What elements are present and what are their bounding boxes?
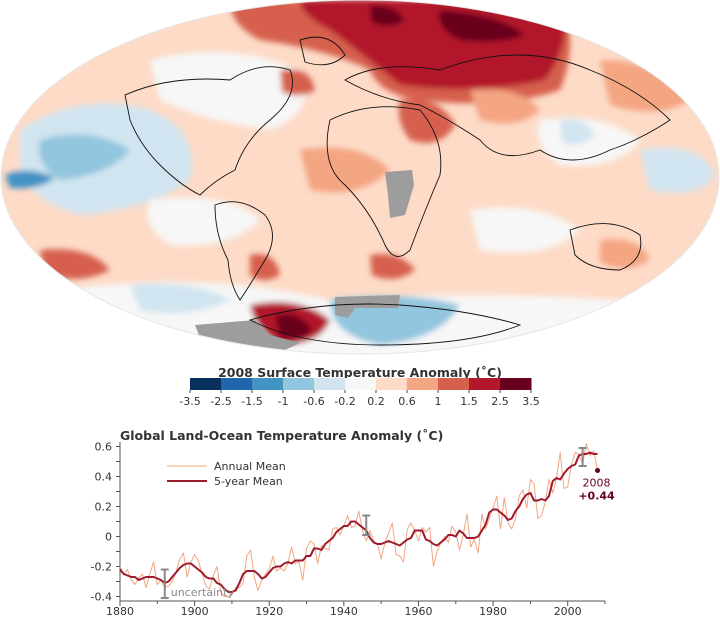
map-region xyxy=(280,69,315,96)
colorbar-tick-label: -1.5 xyxy=(241,395,262,408)
map-region xyxy=(640,147,715,193)
x-tick-label: 1940 xyxy=(330,605,358,617)
map-region xyxy=(560,119,595,145)
map-region xyxy=(330,296,460,345)
map-region xyxy=(600,60,690,112)
legend: Annual Mean 5-year Mean xyxy=(167,460,286,488)
x-tick-label: 1980 xyxy=(479,605,507,617)
temperature-anomaly-map xyxy=(0,0,720,355)
y-tick-label: 0 xyxy=(105,531,112,544)
map-title: 2008 Surface Temperature Anomaly (˚C) xyxy=(218,365,502,380)
map-region xyxy=(147,197,260,246)
y-tick-label: 0.2 xyxy=(95,501,113,514)
colorbar-tick-label: 0.2 xyxy=(367,395,385,408)
map-region xyxy=(470,207,580,253)
map-region xyxy=(250,254,280,280)
colorbar-swatch xyxy=(314,378,346,390)
map-region xyxy=(370,254,415,279)
uncertainty-bar xyxy=(362,514,371,536)
colorbar: -3.5 -2.5 -1.5 -1 -0.6 -0.2 0.2 0.6 1 1.5 2.5 3.5 xyxy=(0,378,720,410)
map-region xyxy=(275,314,312,338)
map-region xyxy=(470,89,540,124)
colorbar-tick-label: 2.5 xyxy=(491,395,509,408)
colorbar-swatch xyxy=(345,378,377,390)
colorbar-swatch xyxy=(190,378,222,390)
x-tick-label: 1960 xyxy=(404,605,432,617)
south-america-outline xyxy=(214,201,273,301)
five-year-mean-line xyxy=(119,451,598,593)
y-tick-label: 0.4 xyxy=(95,471,113,484)
x-tick-label: 1880 xyxy=(106,605,134,617)
no-data-region xyxy=(385,170,414,218)
antarctica-outline xyxy=(248,303,522,346)
colorbar-tick-label: 0.6 xyxy=(398,395,416,408)
colorbar-tick-label: 1.5 xyxy=(460,395,478,408)
map-region xyxy=(5,170,55,189)
temperature-chart: -0.4 -0.2 0 0.2 0.4 0.6 1880 1900 1920 1940 1960 19… xyxy=(0,436,720,619)
chart-title: Global Land-Ocean Temperature Anomaly (˚… xyxy=(120,428,444,443)
colorbar-swatch xyxy=(407,378,439,390)
map-region xyxy=(398,99,455,143)
legend-label-annual: Annual Mean xyxy=(214,460,286,473)
eurasia-outline xyxy=(344,54,671,161)
uncertainty-label: uncertainty xyxy=(171,586,235,599)
map-region xyxy=(300,147,390,193)
map-region xyxy=(40,249,110,279)
colorbar-swatch xyxy=(469,378,501,390)
north-america-outline xyxy=(124,66,293,196)
colorbar-tick-label: -0.6 xyxy=(303,395,324,408)
map-region xyxy=(600,239,650,269)
colorbar-swatch xyxy=(500,378,532,390)
australia-outline xyxy=(569,223,642,271)
colorbar-graphic: -3.5 -2.5 -1.5 -1 -0.6 -0.2 0.2 0.6 1 1.5 2.5 3.5 xyxy=(179,378,540,408)
colorbar-tick-label: -3.5 xyxy=(179,395,200,408)
colorbar-tick-label: 1 xyxy=(435,395,442,408)
colorbar-tick-label: -0.2 xyxy=(334,395,355,408)
uncertainty-bar xyxy=(160,568,169,599)
colorbar-tick-label: 3.5 xyxy=(522,395,540,408)
colorbar-tick-label: -2.5 xyxy=(210,395,231,408)
y-tick-label: -0.4 xyxy=(91,591,112,604)
no-data-region xyxy=(335,295,400,318)
x-tick-label: 1920 xyxy=(255,605,283,617)
chart-graphic: -0.4 -0.2 0 0.2 0.4 0.6 1880 1900 1920 1940 1960 19… xyxy=(91,441,616,619)
annotation-value: +0.44 xyxy=(578,490,615,503)
map-region xyxy=(39,134,130,180)
x-tick-label: 1900 xyxy=(181,605,209,617)
colorbar-tick-label: -1 xyxy=(278,395,289,408)
annual-mean-line xyxy=(119,443,598,597)
colorbar-swatch xyxy=(438,378,470,390)
africa-outline xyxy=(326,106,442,257)
colorbar-swatch xyxy=(252,378,284,390)
y-tick-label: -0.2 xyxy=(91,561,112,574)
uncertainty-bar xyxy=(578,447,587,467)
legend-label-five-year: 5-year Mean xyxy=(214,475,283,488)
colorbar-swatch xyxy=(283,378,315,390)
x-tick-label: 2000 xyxy=(554,605,582,617)
colorbar-swatch xyxy=(376,378,408,390)
greenland-outline xyxy=(299,36,346,66)
colorbar-swatch xyxy=(221,378,253,390)
continent-outlines xyxy=(124,36,671,346)
map-region xyxy=(439,10,525,42)
map-region xyxy=(370,5,405,26)
annotation-year: 2008 xyxy=(583,477,611,490)
map-region xyxy=(130,284,230,314)
point-2008 xyxy=(595,468,601,473)
map-surface xyxy=(1,0,719,354)
y-tick-label: 0.6 xyxy=(95,441,113,454)
map-region xyxy=(150,52,306,130)
globe-border xyxy=(0,0,720,355)
